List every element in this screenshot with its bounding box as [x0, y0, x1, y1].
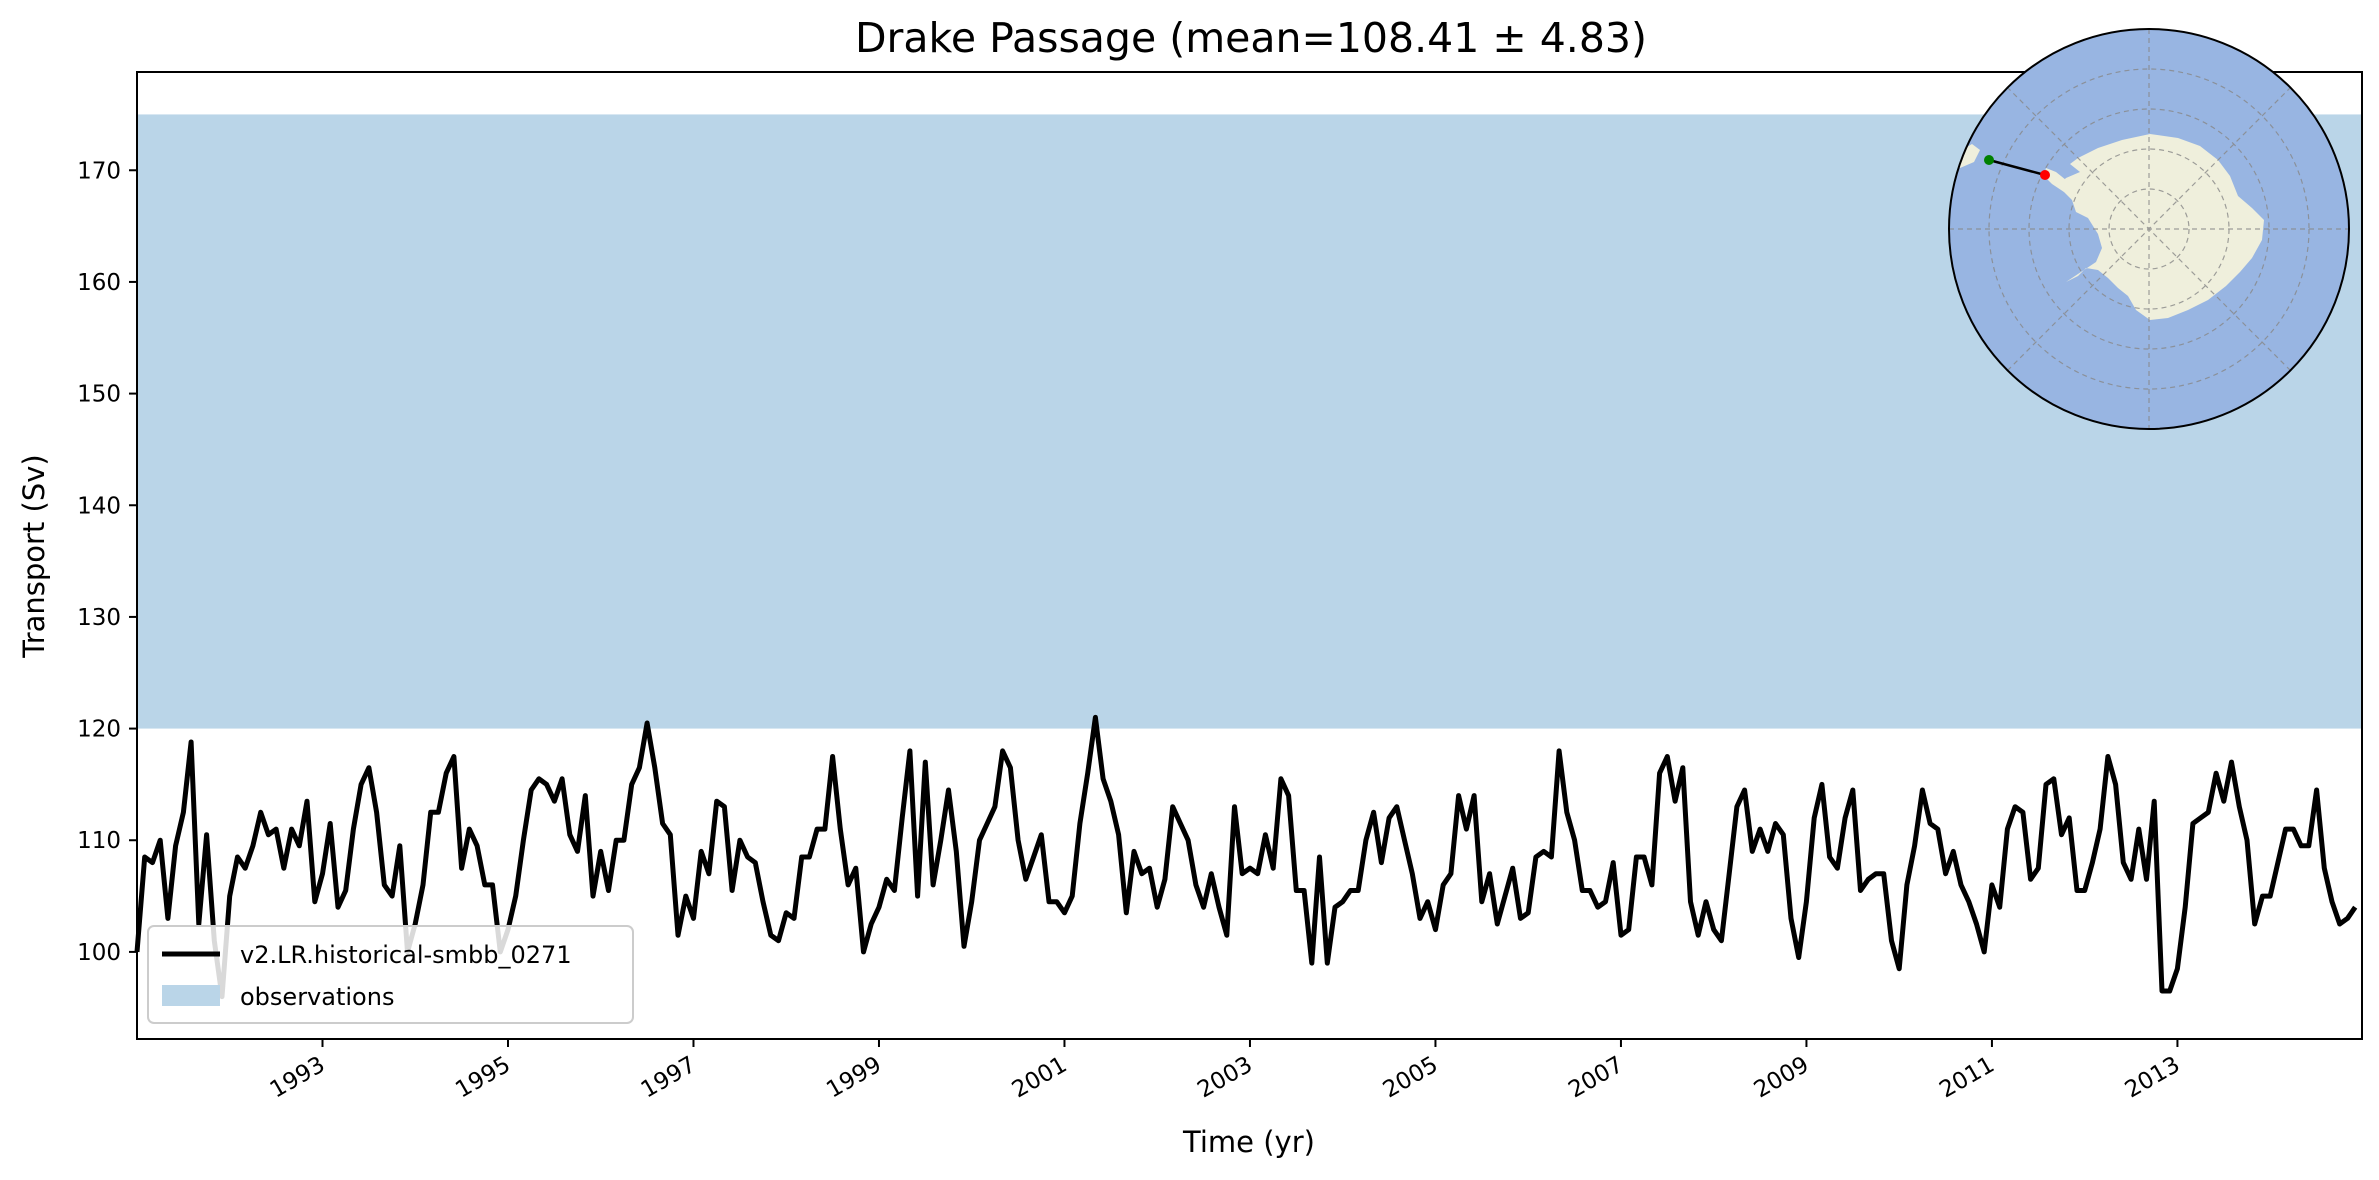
y-tick-label: 110: [77, 828, 121, 854]
y-tick-label: 130: [77, 605, 121, 631]
y-tick-label: 100: [77, 940, 121, 966]
y-axis: 100 110 120 130 140 150 160 170: [77, 158, 137, 966]
y-tick-label: 170: [77, 158, 121, 184]
y-tick-label: 150: [77, 382, 121, 408]
legend: v2.LR.historical-smbb_0271 observations: [147, 925, 634, 1024]
y-tick-label: 160: [77, 270, 121, 296]
x-axis-label: Time (yr): [1182, 1125, 1315, 1159]
legend-band-swatch: [162, 985, 220, 1006]
map-antarctica: [2058, 134, 2264, 320]
y-axis-label: Transport (Sv): [17, 454, 51, 659]
map-start-marker: [1984, 155, 1994, 165]
chart-title: Drake Passage (mean=108.41 ± 4.83): [855, 14, 1647, 62]
map-graticule: [1949, 29, 2349, 429]
y-tick-label: 120: [77, 717, 121, 743]
legend-frame: [147, 925, 634, 1024]
legend-entry-observations: observations: [240, 983, 394, 1011]
inset-map: [1948, 28, 2350, 430]
map-border: [1948, 28, 2350, 430]
map-section-line: [1988, 158, 2046, 177]
map-end-marker: [2040, 170, 2050, 180]
legend-entry-model: v2.LR.historical-smbb_0271: [240, 941, 572, 969]
y-tick-label: 140: [77, 493, 121, 519]
